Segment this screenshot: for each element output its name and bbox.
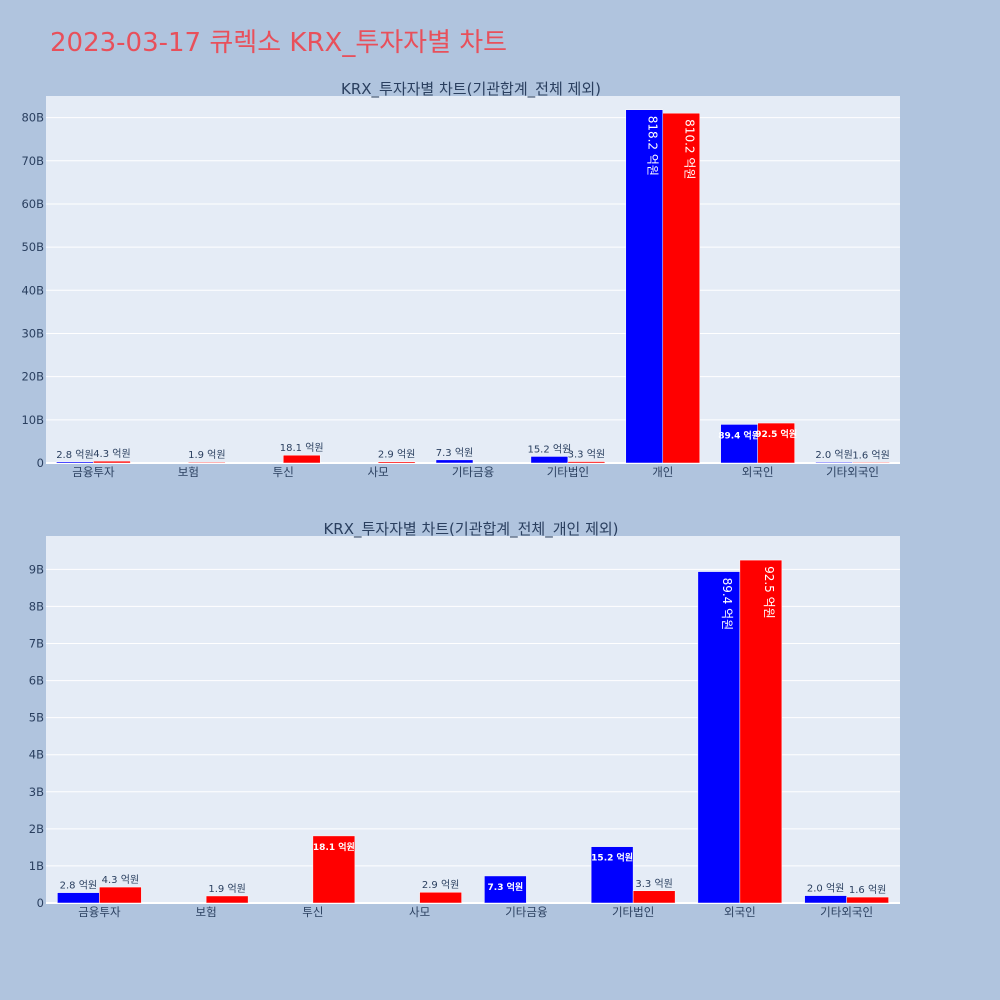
chart2-data-label: 1.6 억원	[849, 884, 886, 896]
chart2-ytick-label: 4B	[29, 748, 44, 762]
chart2-xtick-label: 투신	[302, 905, 323, 919]
chart2-ytick-label: 9B	[29, 562, 44, 576]
chart1-plot-area	[46, 96, 900, 463]
chart1-bar	[625, 109, 664, 464]
chart2-ytick-label: 6B	[29, 674, 44, 688]
chart1-data-label: 15.2 억원	[527, 443, 571, 455]
chart2-title: KRX_투자자별 차트(기관합계_전체_개인 제외)	[323, 520, 618, 539]
chart2-data-label: 3.3 억원	[635, 878, 672, 890]
chart1-xtick-label: 기타법인	[547, 465, 589, 479]
chart2-data-label: 15.2 억원	[591, 852, 633, 864]
chart2-ytick-label: 8B	[29, 599, 44, 613]
chart1-data-label: 1.6 억원	[852, 449, 889, 461]
chart1-data-label: 4.3 억원	[93, 448, 130, 460]
chart1-bar	[662, 112, 701, 464]
chart1-bar	[530, 456, 569, 464]
chart1-xtick-label: 보험	[178, 465, 199, 479]
chart1-xtick-label: 기타금융	[452, 465, 494, 479]
page-title: 2023-03-17 큐렉소 KRX_투자자별 차트	[50, 28, 508, 58]
chart1-ytick-label: 0	[37, 456, 44, 470]
chart1-data-label: 2.8 억원	[56, 449, 93, 461]
chart1-ytick-label: 70B	[21, 154, 44, 168]
chart2-bar	[590, 846, 634, 904]
chart2-bar	[484, 875, 527, 904]
chart2-bar	[697, 571, 741, 904]
chart1-bar	[567, 461, 606, 464]
chart2-bar	[57, 892, 100, 904]
chart1-bar	[188, 461, 226, 464]
chart1-xtick-label: 투신	[273, 465, 294, 479]
chart1-data-label: 810.2 억원	[682, 119, 696, 179]
chart1-ytick-label: 30B	[21, 326, 44, 340]
chart2-ytick-label: 2B	[29, 822, 44, 836]
chart1-data-label: 2.0 억원	[815, 449, 852, 461]
chart1-ytick-label: 50B	[21, 240, 44, 254]
chart1-ytick-label: 60B	[21, 197, 44, 211]
chart1-bar	[435, 459, 474, 464]
chart2-ytick-label: 3B	[29, 785, 44, 799]
chart2-xtick-label: 기타금융	[505, 905, 547, 919]
chart2-ytick-label: 1B	[29, 859, 44, 873]
chart1-data-label: 7.3 억원	[436, 447, 473, 459]
chart1-data-label: 18.1 억원	[280, 442, 324, 454]
chart1-ytick-label: 10B	[21, 413, 44, 427]
chart2-data-label: 18.1 억원	[313, 841, 355, 853]
chart2-bar	[205, 895, 249, 904]
chart1-title: KRX_투자자별 차트(기관합계_전체 제외)	[341, 80, 601, 99]
chart2-bar	[312, 835, 356, 904]
chart2-xtick-label: 기타법인	[612, 905, 654, 919]
chart1-bar	[852, 462, 890, 464]
chart1-bar	[815, 461, 853, 464]
chart1-bar	[377, 461, 416, 464]
chart1-xtick-label: 금융투자	[72, 465, 115, 479]
chart2-bar	[632, 890, 676, 904]
chart1-xtick-label: 개인	[652, 465, 673, 479]
chart1-data-label: 89.4 억원	[718, 429, 760, 441]
chart2-bar	[846, 896, 889, 904]
chart2-bar	[419, 891, 462, 904]
chart2-ytick-label: 0	[37, 896, 44, 910]
chart2-data-label: 2.0 억원	[807, 883, 844, 895]
chart1-data-label: 1.9 억원	[188, 449, 225, 461]
chart2-data-label: 7.3 억원	[488, 881, 524, 893]
chart2-bar	[739, 559, 783, 904]
chart2-xtick-label: 금융투자	[78, 905, 121, 919]
chart1-xtick-label: 외국인	[742, 465, 774, 479]
chart2-ytick-label: 7B	[29, 637, 44, 651]
chart1-ytick-label: 20B	[21, 370, 44, 384]
chart2-data-label: 4.3 억원	[102, 874, 139, 886]
chart1-data-label: 3.3 억원	[568, 449, 605, 461]
chart2-xtick-label: 외국인	[724, 905, 756, 919]
chart2-data-label: 1.9 억원	[208, 883, 245, 895]
chart2-xtick-label: 기타외국인	[820, 905, 873, 919]
chart1-xtick-label: 사모	[368, 465, 389, 479]
chart1-ytick-label: 40B	[21, 283, 44, 297]
chart2-ytick-label: 5B	[29, 711, 44, 725]
chart2-data-label: 2.8 억원	[60, 880, 97, 892]
chart2-xtick-label: 사모	[409, 905, 430, 919]
chart1-bar	[757, 422, 795, 464]
chart1-data-label: 2.9 억원	[378, 449, 415, 461]
chart2-data-label: 2.9 억원	[422, 879, 459, 891]
chart1-ytick-label: 80B	[21, 111, 44, 125]
chart1-data-label: 818.2 억원	[645, 116, 659, 176]
chart1-data-label: 92.5 억원	[755, 428, 797, 440]
chart1-xtick-label: 기타외국인	[826, 465, 879, 479]
chart2-bar	[99, 886, 142, 904]
chart1-bar	[93, 460, 131, 464]
chart1-bar	[56, 461, 94, 464]
chart1-bar	[282, 454, 321, 464]
chart2-bar	[804, 895, 847, 904]
chart1-bar	[720, 424, 758, 464]
chart2-xtick-label: 보험	[196, 905, 217, 919]
chart2-data-label: 92.5 억원	[762, 566, 776, 619]
chart2-data-label: 89.4 억원	[720, 578, 734, 631]
